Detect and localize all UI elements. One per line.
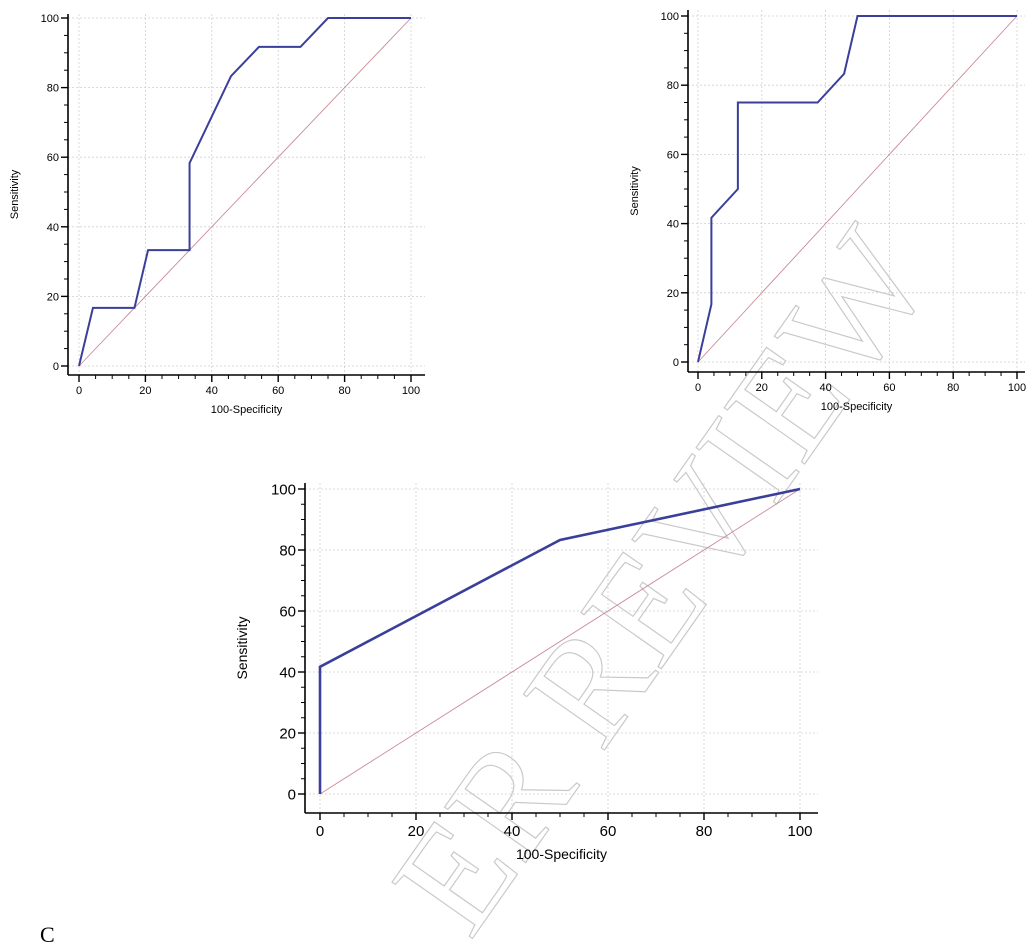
x-tick-label: 100: [1008, 382, 1026, 394]
x-tick-label: 0: [76, 385, 82, 397]
y-tick-label: 0: [673, 357, 679, 369]
y-axis-title: Sensitivity: [9, 169, 21, 219]
y-tick-label: 60: [279, 603, 296, 620]
y-tick-label: 20: [667, 288, 679, 300]
y-axis-title: Sensitivity: [234, 616, 250, 679]
roc-curve: [78, 17, 411, 367]
x-tick-label: 20: [139, 385, 151, 397]
x-tick-label: 40: [504, 823, 521, 840]
roc-chart-2: 0 20 40 60 80 100 0 20 40 60 80 100 100-Specificity S…: [629, 10, 1026, 413]
y-tick-label: 80: [279, 542, 296, 559]
x-axis-title: 100-Specificity: [211, 404, 283, 416]
x-axis-title: 100-Specificity: [821, 401, 893, 413]
reference-line: [697, 15, 1018, 363]
x-tick-label: 40: [206, 385, 218, 397]
y-tick-label: 40: [279, 664, 296, 681]
x-tick-label: 40: [819, 382, 831, 394]
y-tick-label: 100: [661, 11, 679, 23]
roc-curve: [318, 487, 801, 794]
x-tick-label: 80: [338, 385, 350, 397]
x-axis-title: 100-Specificity: [516, 846, 607, 862]
y-tick-label: 80: [667, 80, 679, 92]
y-tick-label: 80: [47, 83, 59, 95]
y-tick-label: 0: [53, 361, 59, 373]
x-tick-label: 0: [316, 823, 324, 840]
roc-chart-3: 0 20 40 60 80 100 0 20 40 60 80 100 100-Specificity S…: [234, 481, 818, 862]
x-tick-label: 100: [787, 823, 812, 840]
roc-curve: [697, 15, 1017, 363]
y-tick-label: 20: [279, 725, 296, 742]
x-tick-label: 80: [696, 823, 713, 840]
y-tick-label: 100: [271, 481, 296, 498]
x-tick-label: 20: [408, 823, 425, 840]
x-tick-label: 20: [756, 382, 768, 394]
y-tick-label: 40: [667, 219, 679, 231]
x-tick-label: 100: [402, 385, 420, 397]
y-tick-label: 0: [288, 786, 296, 803]
watermark-text: ER REVIEW: [361, 200, 963, 942]
reference-line: [319, 488, 801, 795]
x-tick-label: 80: [947, 382, 959, 394]
y-tick-label: 60: [667, 149, 679, 161]
panel-letter: C: [40, 922, 55, 942]
y-tick-label: 40: [47, 222, 59, 234]
y-tick-label: 60: [47, 152, 59, 164]
x-tick-label: 60: [600, 823, 617, 840]
roc-chart-1: 0 20 40 60 80 100 0 20 40 60 80 100 100-Specificity S…: [9, 13, 425, 416]
x-tick-label: 60: [883, 382, 895, 394]
reference-line: [78, 17, 412, 367]
x-tick-label: 0: [695, 382, 701, 394]
watermark-layer: ER REVIEW: [360, 199, 963, 942]
y-tick-label: 100: [41, 13, 59, 25]
y-tick-label: 20: [47, 291, 59, 303]
x-tick-label: 60: [272, 385, 284, 397]
y-axis-title: Sensitivity: [629, 166, 641, 216]
